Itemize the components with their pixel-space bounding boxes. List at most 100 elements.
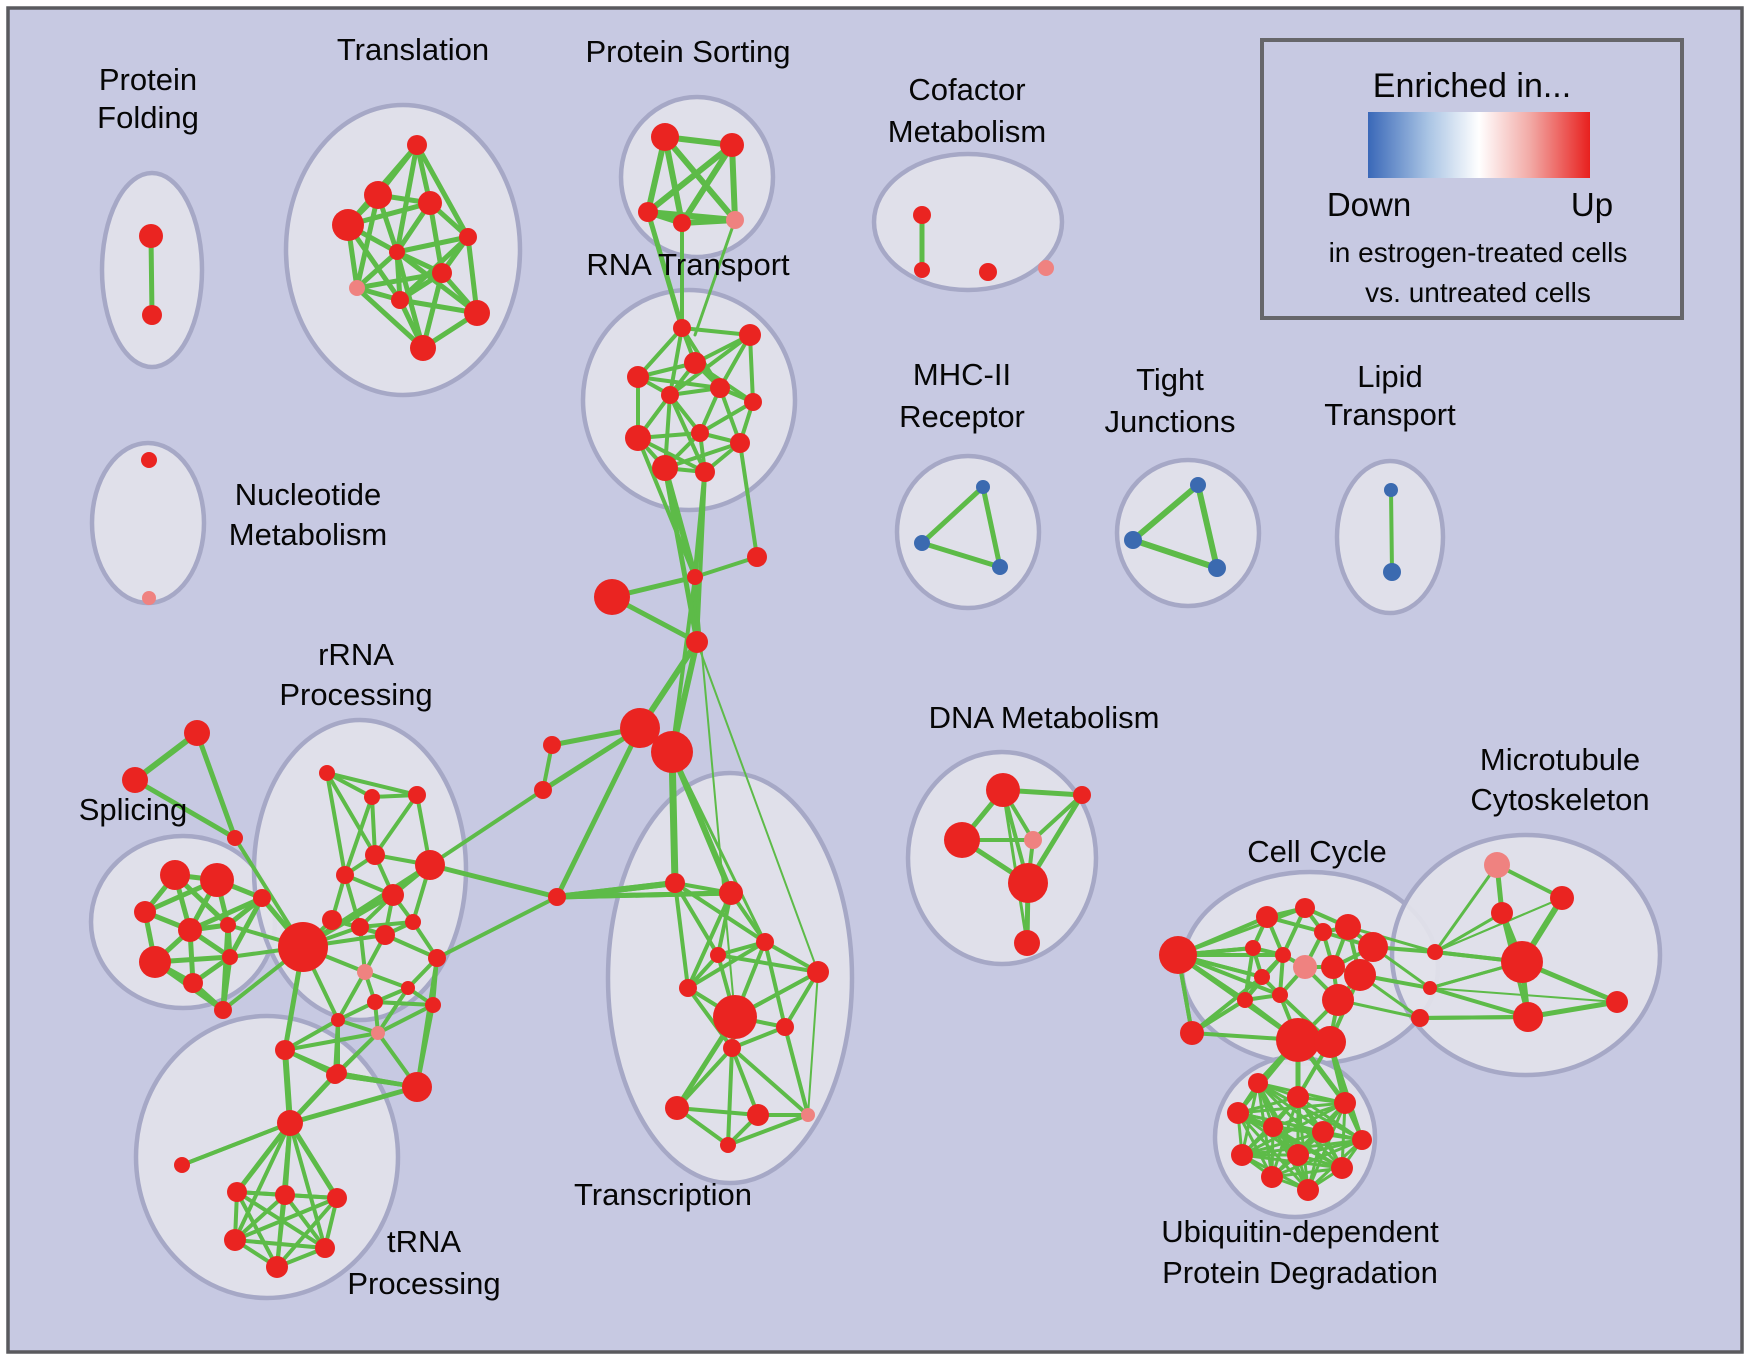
gene-set-node[interactable] [227, 1182, 247, 1202]
gene-set-node[interactable] [425, 997, 441, 1013]
gene-set-node[interactable] [1491, 902, 1513, 924]
gene-set-node[interactable] [726, 211, 744, 229]
gene-set-node[interactable] [1352, 1130, 1372, 1150]
gene-set-node[interactable] [1275, 947, 1291, 963]
gene-set-node[interactable] [687, 569, 703, 585]
gene-set-node[interactable] [673, 214, 691, 232]
gene-set-node[interactable] [1331, 1157, 1353, 1179]
gene-set-node[interactable] [673, 319, 691, 337]
gene-set-node[interactable] [405, 914, 421, 930]
gene-set-node[interactable] [914, 262, 930, 278]
gene-set-node[interactable] [1295, 898, 1315, 918]
gene-set-node[interactable] [1293, 955, 1317, 979]
gene-set-node[interactable] [1314, 923, 1332, 941]
gene-set-node[interactable] [178, 918, 202, 942]
gene-set-node[interactable] [141, 452, 157, 468]
gene-set-node[interactable] [329, 1064, 347, 1082]
gene-set-node[interactable] [652, 455, 678, 481]
gene-set-node[interactable] [747, 547, 767, 567]
gene-set-node[interactable] [1248, 1073, 1268, 1093]
gene-set-node[interactable] [620, 708, 660, 748]
gene-set-node[interactable] [1261, 1166, 1283, 1188]
gene-set-node[interactable] [744, 393, 762, 411]
gene-set-node[interactable] [1312, 1121, 1334, 1143]
gene-set-node[interactable] [184, 720, 210, 746]
gene-set-node[interactable] [665, 873, 685, 893]
gene-set-node[interactable] [407, 135, 427, 155]
gene-set-node[interactable] [432, 263, 452, 283]
gene-set-node[interactable] [534, 781, 552, 799]
gene-set-node[interactable] [200, 863, 234, 897]
gene-set-node[interactable] [1358, 932, 1388, 962]
gene-set-node[interactable] [266, 1256, 288, 1278]
gene-set-node[interactable] [747, 1104, 769, 1126]
gene-set-node[interactable] [1180, 1021, 1204, 1045]
gene-set-node[interactable] [1287, 1086, 1309, 1108]
gene-set-node[interactable] [1227, 1102, 1249, 1124]
gene-set-node[interactable] [684, 352, 706, 374]
gene-set-node[interactable] [227, 830, 243, 846]
gene-set-node[interactable] [364, 789, 380, 805]
gene-set-node[interactable] [142, 305, 162, 325]
gene-set-node[interactable] [1297, 1179, 1319, 1201]
gene-set-node[interactable] [1384, 483, 1398, 497]
gene-set-node[interactable] [1383, 563, 1401, 581]
gene-set-node[interactable] [220, 917, 236, 933]
gene-set-node[interactable] [695, 462, 715, 482]
gene-set-node[interactable] [382, 884, 404, 906]
gene-set-node[interactable] [139, 946, 171, 978]
gene-set-node[interactable] [336, 866, 354, 884]
gene-set-node[interactable] [720, 133, 744, 157]
gene-set-node[interactable] [139, 224, 163, 248]
gene-set-node[interactable] [944, 822, 980, 858]
gene-set-node[interactable] [1008, 863, 1048, 903]
gene-set-node[interactable] [1513, 1002, 1543, 1032]
gene-set-node[interactable] [1334, 1092, 1356, 1114]
gene-set-node[interactable] [1335, 914, 1361, 940]
gene-set-node[interactable] [331, 1013, 345, 1027]
gene-set-node[interactable] [720, 1137, 736, 1153]
gene-set-node[interactable] [1501, 941, 1543, 983]
gene-set-node[interactable] [691, 424, 709, 442]
gene-set-node[interactable] [428, 949, 446, 967]
gene-set-node[interactable] [1344, 959, 1376, 991]
gene-set-node[interactable] [913, 206, 931, 224]
gene-set-node[interactable] [224, 1229, 246, 1251]
gene-set-node[interactable] [1190, 477, 1206, 493]
gene-set-node[interactable] [367, 994, 383, 1010]
gene-set-node[interactable] [275, 1040, 295, 1060]
gene-set-node[interactable] [253, 889, 271, 907]
gene-set-node[interactable] [375, 925, 395, 945]
gene-set-node[interactable] [638, 202, 658, 222]
gene-set-node[interactable] [357, 964, 373, 980]
gene-set-node[interactable] [543, 736, 561, 754]
gene-set-node[interactable] [408, 786, 426, 804]
gene-set-node[interactable] [1254, 969, 1270, 985]
gene-set-node[interactable] [275, 1185, 295, 1205]
gene-set-node[interactable] [1550, 886, 1574, 910]
gene-set-node[interactable] [415, 850, 445, 880]
gene-set-node[interactable] [332, 209, 364, 241]
gene-set-node[interactable] [992, 559, 1008, 575]
gene-set-node[interactable] [730, 433, 750, 453]
gene-set-node[interactable] [1237, 992, 1253, 1008]
gene-set-node[interactable] [1423, 981, 1437, 995]
gene-set-node[interactable] [174, 1157, 190, 1173]
gene-set-node[interactable] [625, 425, 651, 451]
gene-set-node[interactable] [365, 845, 385, 865]
gene-set-node[interactable] [464, 300, 490, 326]
gene-set-node[interactable] [1321, 955, 1345, 979]
gene-set-node[interactable] [651, 731, 693, 773]
gene-set-node[interactable] [1256, 906, 1278, 928]
gene-set-node[interactable] [776, 1018, 794, 1036]
gene-set-node[interactable] [319, 765, 335, 781]
gene-set-node[interactable] [277, 1110, 303, 1136]
gene-set-node[interactable] [1073, 786, 1091, 804]
gene-set-node[interactable] [710, 378, 730, 398]
gene-set-node[interactable] [548, 888, 566, 906]
gene-set-node[interactable] [986, 773, 1020, 807]
gene-set-node[interactable] [122, 767, 148, 793]
gene-set-node[interactable] [1208, 559, 1226, 577]
gene-set-node[interactable] [371, 1026, 385, 1040]
gene-set-node[interactable] [1038, 260, 1054, 276]
